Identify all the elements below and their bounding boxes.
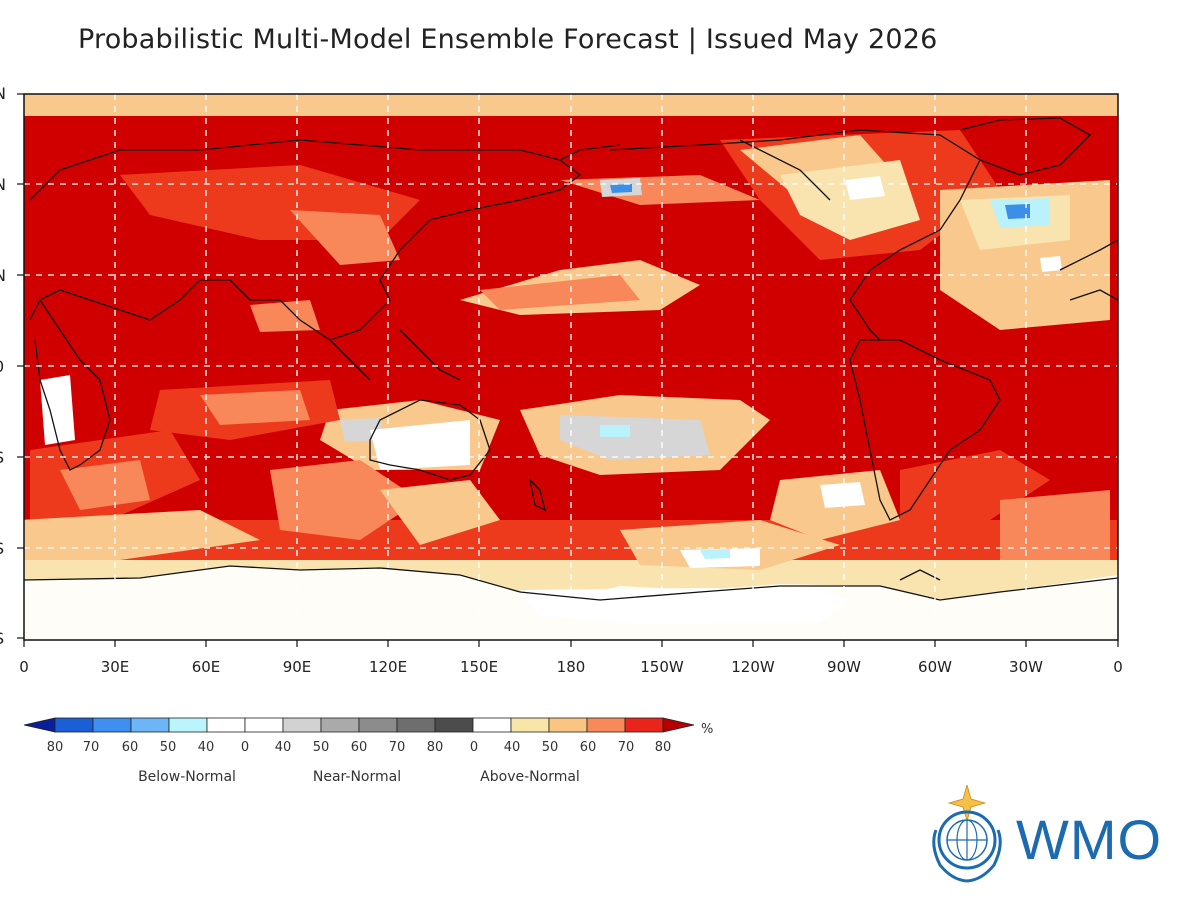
colorbar (23, 717, 695, 733)
colorbar-segment (244, 717, 284, 733)
colorbar-unit: % (701, 722, 714, 737)
lat-tick-label: N (0, 175, 6, 194)
colorbar-segment (434, 717, 474, 733)
lon-tick-label: 150W (640, 658, 684, 676)
lon-tick-label: 30W (1009, 658, 1043, 676)
colorbar-group-below: Below-Normal (138, 769, 236, 785)
colorbar-segment (92, 717, 132, 733)
colorbar-segment (624, 717, 664, 733)
colorbar-segment (586, 717, 626, 733)
colorbar-segment (54, 717, 94, 733)
colorbar-number: 50 (312, 740, 330, 755)
colorbar-number: 80 (426, 740, 444, 755)
colorbar-left-arrow (23, 717, 56, 733)
lon-tick-label: 60E (191, 658, 221, 676)
lon-tick-label: 30E (100, 658, 130, 676)
colorbar-segment (282, 717, 322, 733)
colorbar-number: 70 (82, 740, 100, 755)
wmo-logo: WMO (922, 785, 1200, 885)
colorbar-segment (320, 717, 360, 733)
colorbar-segment (548, 717, 588, 733)
lon-tick-label: 120E (368, 658, 408, 676)
colorbar-number: 40 (197, 740, 215, 755)
lon-tick-label: 90W (827, 658, 861, 676)
colorbar-number: 60 (350, 740, 368, 755)
colorbar-segment (472, 717, 512, 733)
colorbar-number: 40 (274, 740, 292, 755)
lat-tick-label: S (0, 448, 4, 467)
colorbar-number: 40 (503, 740, 521, 755)
lat-tick-label: 0 (0, 357, 4, 376)
colorbar-number: 0 (469, 740, 479, 755)
colorbar-number: 60 (579, 740, 597, 755)
colorbar-segment (206, 717, 246, 733)
lat-tick-label: N (0, 266, 6, 285)
colorbar-number: 60 (121, 740, 139, 755)
wmo-emblem-icon (932, 785, 1002, 883)
wmo-logo-text: WMO (1016, 808, 1163, 871)
lon-tick-label: 90E (282, 658, 312, 676)
lat-tick-label: S (0, 539, 4, 558)
colorbar-number: 70 (617, 740, 635, 755)
colorbar-segment (130, 717, 170, 733)
colorbar-segment (396, 717, 436, 733)
lon-tick-label: 60W (918, 658, 952, 676)
lon-tick-label: 180 (556, 658, 586, 676)
colorbar-number: 0 (240, 740, 250, 755)
forecast-map (17, 93, 1119, 647)
colorbar-group-near: Near-Normal (312, 769, 402, 785)
lon-tick-label: 0 (1113, 658, 1123, 676)
colorbar-segment (358, 717, 398, 733)
colorbar-segment (168, 717, 208, 733)
colorbar-number: 80 (46, 740, 64, 755)
chart-title: Probabilistic Multi-Model Ensemble Forec… (78, 24, 938, 55)
graticule (24, 94, 1118, 640)
patch-south-pacific-grey (560, 415, 710, 460)
colorbar-number: 70 (388, 740, 406, 755)
lon-tick-label: 150E (459, 658, 499, 676)
lon-tick-label: 120W (731, 658, 775, 676)
colorbar-number: 50 (541, 740, 559, 755)
colorbar-segment (510, 717, 550, 733)
lon-tick-label: 0 (19, 658, 29, 676)
colorbar-number: 80 (654, 740, 672, 755)
colorbar-number: 50 (159, 740, 177, 755)
colorbar-right-arrow (662, 717, 695, 733)
lat-tick-label: N (0, 84, 6, 103)
colorbar-group-above: Above-Normal (480, 769, 580, 785)
lat-tick-label: S (0, 629, 4, 648)
